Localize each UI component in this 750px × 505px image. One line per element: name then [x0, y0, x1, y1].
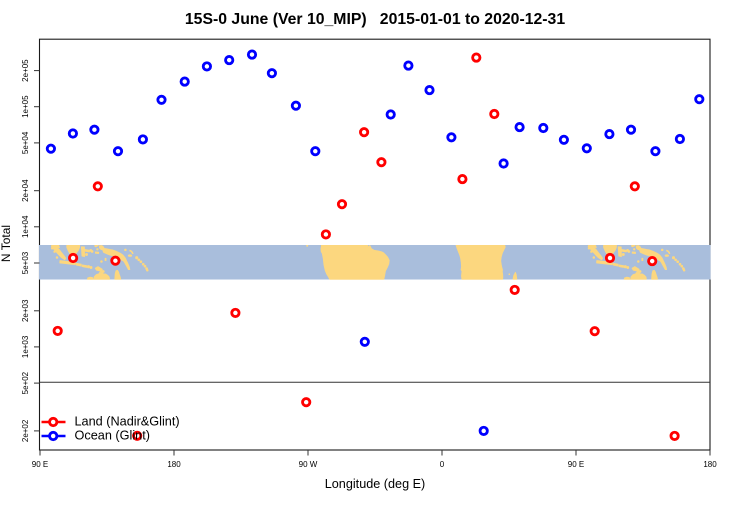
svg-text:5e+03: 5e+03: [21, 251, 30, 274]
svg-text:5e+02: 5e+02: [21, 371, 30, 394]
svg-text:15S-0 June (Ver 10_MIP) 2015: 15S-0 June (Ver 10_MIP) 2015-01-01 to 20…: [185, 11, 565, 28]
svg-text:Longitude (deg E): Longitude (deg E): [325, 477, 426, 491]
svg-text:2e+05: 2e+05: [21, 59, 30, 82]
svg-text:2e+04: 2e+04: [21, 179, 30, 202]
svg-text:90 W: 90 W: [299, 460, 318, 469]
svg-text:0: 0: [440, 460, 445, 469]
svg-text:180: 180: [167, 460, 181, 469]
svg-text:180: 180: [703, 460, 717, 469]
svg-text:Land (Nadir&Glint): Land (Nadir&Glint): [75, 415, 180, 429]
svg-text:1e+04: 1e+04: [21, 215, 30, 238]
svg-text:N Total: N Total: [0, 225, 13, 262]
svg-text:2e+02: 2e+02: [21, 419, 30, 442]
svg-text:2e+03: 2e+03: [21, 299, 30, 322]
svg-text:90 E: 90 E: [568, 460, 584, 469]
svg-text:1e+03: 1e+03: [21, 335, 30, 358]
svg-text:90 E: 90 E: [32, 460, 48, 469]
svg-text:Ocean (Glint): Ocean (Glint): [75, 429, 150, 443]
svg-text:1e+05: 1e+05: [21, 95, 30, 118]
svg-text:5e+04: 5e+04: [21, 131, 30, 154]
